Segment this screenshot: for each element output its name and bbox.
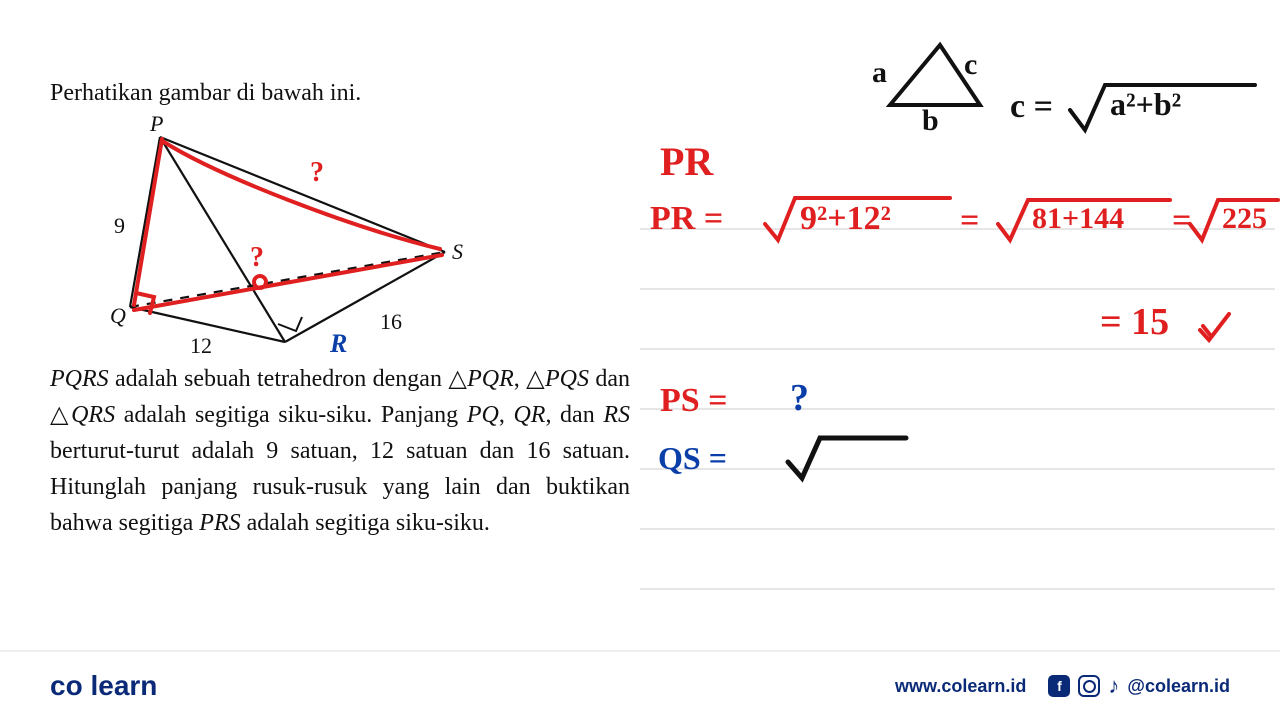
page: Perhatikan gambar di bawah ini. (0, 0, 1280, 720)
pythag-sketch: a b c c = a²+b² (860, 30, 1260, 140)
pythag-rhs: a²+b² (1110, 86, 1181, 123)
work-pr-line: PR = 9²+12² = 81+144 = 225 (650, 188, 1280, 248)
problem-prompt: Perhatikan gambar di bawah ini. (50, 80, 630, 107)
social-handle: @colearn.id (1127, 676, 1230, 697)
tetrahedron-diagram: P Q S 9 12 16 ? ? R (50, 117, 470, 357)
facebook-icon: f (1048, 675, 1070, 697)
label-q: Q (110, 303, 126, 329)
footer-url: www.colearn.id (895, 676, 1026, 697)
work-pr-heading: PR (660, 138, 713, 185)
work-pr-inside3: 225 (1222, 202, 1267, 236)
edge-pq: 9 (114, 213, 125, 239)
work-ps-q: ? (790, 376, 809, 420)
logo-co: co (50, 670, 83, 701)
label-r-blue: R (330, 329, 347, 359)
problem-column: Perhatikan gambar di bawah ini. (50, 80, 630, 541)
brand-logo: co learn (50, 670, 157, 702)
pythag-triangle-icon (860, 30, 1260, 140)
social-icons: f ♪ @colearn.id (1048, 673, 1230, 699)
pythag-b: b (922, 104, 939, 138)
red-question-qs: ? (250, 242, 264, 274)
work-pr-result: = 15 (1100, 300, 1169, 344)
edge-rs: 16 (380, 309, 402, 335)
work-pr-inside2: 81+144 (1032, 202, 1124, 236)
work-ps-label: PS = (660, 382, 728, 420)
work-qs-label: QS = (658, 440, 727, 477)
pythag-c: c (964, 48, 977, 82)
work-pr-inside1: 9²+12² (800, 200, 891, 238)
footer: co learn www.colearn.id f ♪ @colearn.id (0, 650, 1280, 720)
label-s: S (452, 239, 463, 265)
sqrt-empty-icon (780, 428, 910, 484)
pythag-a: a (872, 56, 887, 90)
tiktok-icon: ♪ (1108, 673, 1119, 699)
logo-learn: learn (90, 670, 157, 701)
problem-body: PQRS adalah sebuah tetrahedron dengan △P… (50, 361, 630, 541)
edge-qr: 12 (190, 333, 212, 359)
work-pr-eq: PR = (650, 200, 723, 238)
pythag-c-eq: c = (1010, 88, 1053, 126)
work-pr-eq3: = (1172, 202, 1191, 240)
red-question-ps: ? (310, 157, 324, 189)
instagram-icon (1078, 675, 1100, 697)
work-pr-eq2: = (960, 202, 979, 240)
red-check-icon (1195, 308, 1235, 348)
handwriting-region: a b c c = a²+b² PR PR = 9²+12² = 81+144 … (640, 30, 1280, 590)
footer-right: www.colearn.id f ♪ @colearn.id (895, 673, 1230, 699)
label-p: P (150, 111, 163, 137)
